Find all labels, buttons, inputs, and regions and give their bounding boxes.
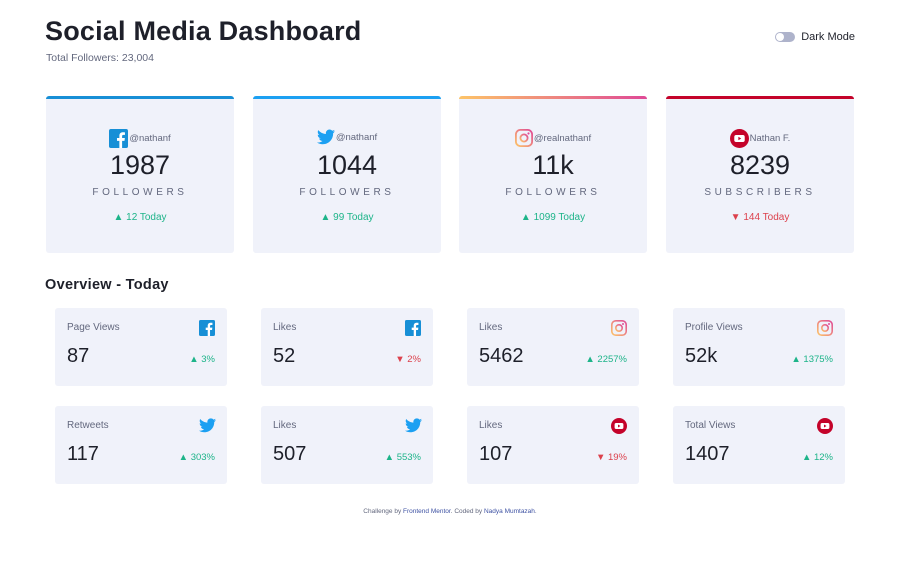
card-facebook[interactable]: @nathanf 1987 FOLLOWERS ▲ 12 Today <box>46 96 234 253</box>
instagram-icon <box>817 320 833 336</box>
overview-change: ▲ 1375% <box>791 354 833 365</box>
page-title: Social Media Dashboard <box>45 16 362 46</box>
card-count: 8239 <box>729 150 791 180</box>
dark-mode-toggle[interactable]: Dark Mode <box>775 31 855 43</box>
card-handle: @nathanf <box>335 131 378 143</box>
overview-label: Likes <box>273 322 297 333</box>
overview-label: Retweets <box>67 420 109 431</box>
overview-card-instagram-likes[interactable]: Likes 5462 ▲ 2257% <box>467 308 639 386</box>
twitter-icon <box>405 418 422 434</box>
overview-card-retweets[interactable]: Retweets 117 ▲ 303% <box>55 406 227 484</box>
overview-value: 107 <box>479 443 513 465</box>
card-unit: SUBSCRIBERS <box>704 187 816 198</box>
facebook-icon <box>405 320 421 336</box>
youtube-icon <box>729 129 749 148</box>
overview-label: Likes <box>273 420 297 431</box>
overview-card-facebook-likes[interactable]: Likes 52 ▼ 2% <box>261 308 433 386</box>
card-accent-bar <box>253 96 441 99</box>
overview-card-total-views[interactable]: Total Views 1407 ▲ 12% <box>673 406 845 484</box>
header: Social Media Dashboard Total Followers: … <box>45 14 855 74</box>
overview-card-profile-views[interactable]: Profile Views 52k ▲ 1375% <box>673 308 845 386</box>
card-accent-bar <box>459 96 647 99</box>
overview-label: Total Views <box>685 420 736 431</box>
youtube-icon <box>611 418 627 434</box>
dark-mode-switch[interactable] <box>775 32 796 42</box>
card-today: ▲ 99 Today <box>320 212 374 223</box>
twitter-icon <box>199 418 216 434</box>
card-accent-bar <box>666 96 854 99</box>
card-count: 1044 <box>316 150 378 180</box>
card-handle: @realnathanf <box>533 132 592 144</box>
overview-value: 5462 <box>479 345 524 367</box>
card-count: 11k <box>532 150 574 180</box>
overview-change: ▲ 2257% <box>585 354 627 365</box>
overview-card-page-views[interactable]: Page Views 87 ▲ 3% <box>55 308 227 386</box>
footer-suffix: . <box>534 508 537 515</box>
card-count: 1987 <box>109 150 171 180</box>
overview-title: Overview - Today <box>45 277 169 293</box>
card-youtube[interactable]: Nathan F. 8239 SUBSCRIBERS ▼ 144 Today <box>666 96 854 253</box>
card-unit: FOLLOWERS <box>299 187 395 198</box>
facebook-icon <box>199 320 215 336</box>
card-handle-row: @realnathanf <box>459 129 647 147</box>
switch-knob <box>776 33 785 41</box>
card-unit: FOLLOWERS <box>505 187 601 198</box>
instagram-icon <box>611 320 627 336</box>
footer-middle: . Coded by <box>450 508 484 515</box>
overview-value: 52 <box>273 345 296 367</box>
overview-label: Likes <box>479 322 503 333</box>
card-instagram[interactable]: @realnathanf 11k FOLLOWERS ▲ 1099 Today <box>459 96 647 253</box>
overview-change: ▼ 19% <box>595 452 627 463</box>
card-unit: FOLLOWERS <box>92 187 188 198</box>
overview-change: ▲ 303% <box>178 452 215 463</box>
card-today: ▼ 144 Today <box>730 212 790 223</box>
overview-value: 87 <box>67 345 90 367</box>
frontend-mentor-link[interactable]: Frontend Mentor <box>403 508 451 515</box>
attribution-footer: Challenge by Frontend Mentor. Coded by N… <box>0 508 900 515</box>
overview-label: Likes <box>479 420 503 431</box>
overview-change: ▼ 2% <box>395 354 421 365</box>
overview-change: ▲ 12% <box>801 452 833 463</box>
twitter-icon <box>316 129 335 145</box>
overview-card-twitter-likes[interactable]: Likes 507 ▲ 553% <box>261 406 433 484</box>
card-handle-row: @nathanf <box>46 129 234 148</box>
card-handle: Nathan F. <box>749 133 791 144</box>
total-followers: Total Followers: 23,004 <box>46 52 154 64</box>
overview-value: 1407 <box>685 443 730 465</box>
card-today: ▲ 1099 Today <box>520 212 586 223</box>
overview-grid: Page Views 87 ▲ 3% Likes 52 ▼ 2% Likes 5… <box>55 308 846 485</box>
overview-label: Profile Views <box>685 322 743 333</box>
follower-cards: @nathanf 1987 FOLLOWERS ▲ 12 Today @nath… <box>46 96 854 254</box>
card-handle-row: @nathanf <box>253 129 441 145</box>
overview-value: 117 <box>67 443 99 465</box>
facebook-icon <box>109 129 129 148</box>
overview-value: 52k <box>685 345 718 367</box>
author-link[interactable]: Nadya Mumtazah <box>483 508 535 515</box>
card-handle: @nathanf <box>129 133 171 144</box>
overview-card-youtube-likes[interactable]: Likes 107 ▼ 19% <box>467 406 639 484</box>
youtube-icon <box>817 418 833 434</box>
instagram-icon <box>514 129 533 147</box>
card-today: ▲ 12 Today <box>113 212 167 223</box>
overview-change: ▲ 553% <box>384 452 421 463</box>
card-accent-bar <box>46 96 234 99</box>
card-handle-row: Nathan F. <box>666 129 854 148</box>
overview-value: 507 <box>273 443 307 465</box>
overview-label: Page Views <box>67 322 120 333</box>
footer-prefix: Challenge by <box>363 508 404 515</box>
card-twitter[interactable]: @nathanf 1044 FOLLOWERS ▲ 99 Today <box>253 96 441 253</box>
overview-change: ▲ 3% <box>189 354 215 365</box>
dark-mode-label: Dark Mode <box>801 31 855 43</box>
